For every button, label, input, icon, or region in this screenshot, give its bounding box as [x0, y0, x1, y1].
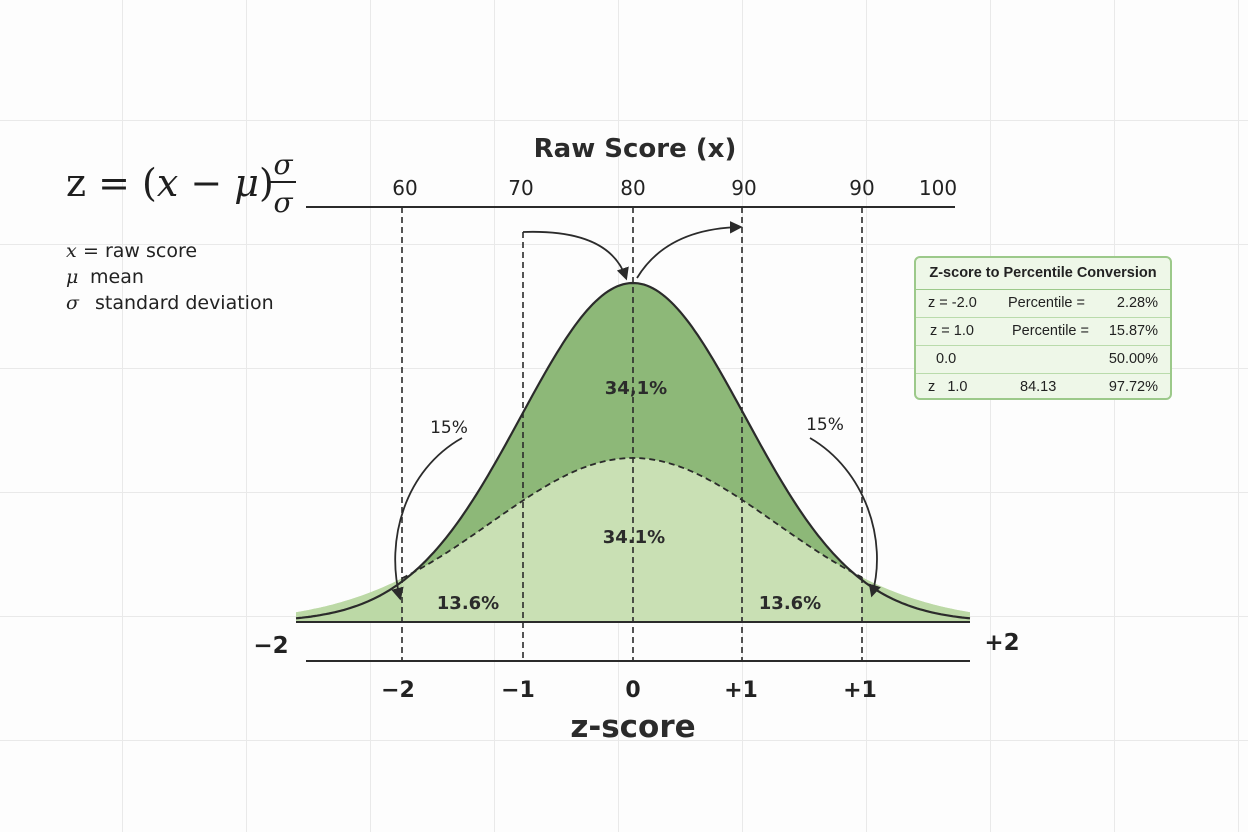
- raw-tick-label: 90: [731, 176, 756, 200]
- legend-text-sigma: standard deviation: [95, 292, 274, 314]
- z-tick-label: −1: [501, 678, 535, 703]
- raw-tick-label: 80: [620, 176, 645, 200]
- z-axis-title: z-score: [570, 709, 695, 745]
- raw-tick-label: 60: [392, 176, 417, 200]
- z-tick-label: +1: [843, 678, 877, 703]
- center-top-label: 34,1%: [605, 378, 667, 399]
- right-end-label: +2: [984, 630, 1019, 656]
- formula-rparen: ): [259, 161, 274, 205]
- formula-x: x: [157, 161, 178, 205]
- table-cell: 97.72%: [1108, 379, 1158, 395]
- center-bottom-label: 34.1%: [603, 527, 665, 548]
- vertical-guides: [401, 207, 863, 662]
- formula-mu: μ: [234, 161, 259, 205]
- legend-text-mu: mean: [90, 266, 144, 288]
- legend-symbol-sigma: σ: [66, 292, 80, 314]
- outer-curve-line: [295, 281, 971, 620]
- z-tick-label: 0: [625, 678, 640, 703]
- table-cell: 15.87%: [1108, 323, 1158, 339]
- raw-tick-labels: 60 70 80 90 90 100: [392, 176, 957, 200]
- formula-lhs: z = (: [66, 161, 157, 205]
- area-labels: 34,1% 34.1% 13.6% 13.6%: [437, 378, 821, 614]
- table-row: z = 1.0 Percentile = 15.87%: [916, 318, 1170, 346]
- left-tail-area: [296, 578, 402, 622]
- z-formula: z = (x − μ): [66, 161, 274, 205]
- raw-tick-label: 90: [849, 176, 874, 200]
- table-cell: Percentile =: [1012, 323, 1089, 339]
- percentile-conversion-table: Z-score to Percentile Conversion z = -2.…: [914, 256, 1172, 400]
- arrow-right-tail: [809, 437, 881, 598]
- formula-numerator: σ: [273, 148, 293, 181]
- formula-minus: −: [178, 161, 234, 205]
- raw-axis-title: Raw Score (x): [534, 134, 737, 164]
- table-cell: 2.28%: [1116, 295, 1158, 311]
- z-tick-labels: −2 −1 0 +1 +1: [381, 678, 877, 703]
- table-cell: Percentile =: [1008, 295, 1085, 311]
- table-title: Z-score to Percentile Conversion: [916, 258, 1170, 290]
- right-tail-label: 13.6%: [759, 593, 821, 614]
- left-arrow-label: 15%: [430, 418, 468, 438]
- left-tail-label: 13.6%: [437, 593, 499, 614]
- arrow-to-90: [636, 220, 743, 279]
- arrow-left-tail: [391, 437, 463, 601]
- right-arrow-label: 15%: [806, 415, 844, 435]
- left-end-label: −2: [253, 633, 288, 659]
- formula-denominator: σ: [273, 186, 293, 219]
- table-cell: 0.0: [936, 351, 957, 367]
- raw-tick-label: 100: [919, 176, 957, 200]
- table-row: 0.0 50.00%: [916, 346, 1170, 374]
- right-tail-area: [862, 577, 970, 622]
- arrow-to-peak-left: [522, 230, 629, 281]
- table-cell: 84.13: [1020, 379, 1057, 395]
- table-row: z = -2.0 Percentile = 2.28%: [916, 290, 1170, 318]
- symbol-legend: x = raw score μ mean σ standard deviatio…: [66, 240, 274, 314]
- legend-symbol-mu: μ: [66, 266, 78, 288]
- z-tick-label: −2: [381, 678, 415, 703]
- raw-tick-label: 70: [508, 176, 533, 200]
- table-row: z 1.0 84.13 97.72%: [916, 374, 1170, 398]
- table-cell: z 1.0: [928, 379, 968, 395]
- arrows: [391, 220, 881, 601]
- z-tick-label: +1: [724, 678, 758, 703]
- table-cell: z = 1.0: [930, 323, 974, 339]
- legend-text-x: = raw score: [83, 240, 197, 262]
- legend-symbol-x: x: [66, 240, 77, 262]
- table-cell: 50.00%: [1108, 351, 1158, 367]
- table-cell: z = -2.0: [928, 295, 977, 311]
